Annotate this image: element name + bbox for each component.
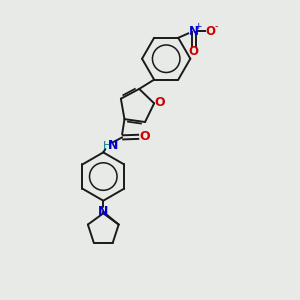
- Text: H: H: [103, 141, 111, 151]
- Text: O: O: [189, 45, 199, 58]
- Text: -: -: [214, 21, 218, 31]
- Text: N: N: [108, 139, 119, 152]
- Text: O: O: [139, 130, 149, 143]
- Text: +: +: [194, 22, 202, 31]
- Text: O: O: [154, 96, 165, 109]
- Text: O: O: [205, 25, 215, 38]
- Text: N: N: [189, 25, 199, 38]
- Text: N: N: [98, 206, 109, 218]
